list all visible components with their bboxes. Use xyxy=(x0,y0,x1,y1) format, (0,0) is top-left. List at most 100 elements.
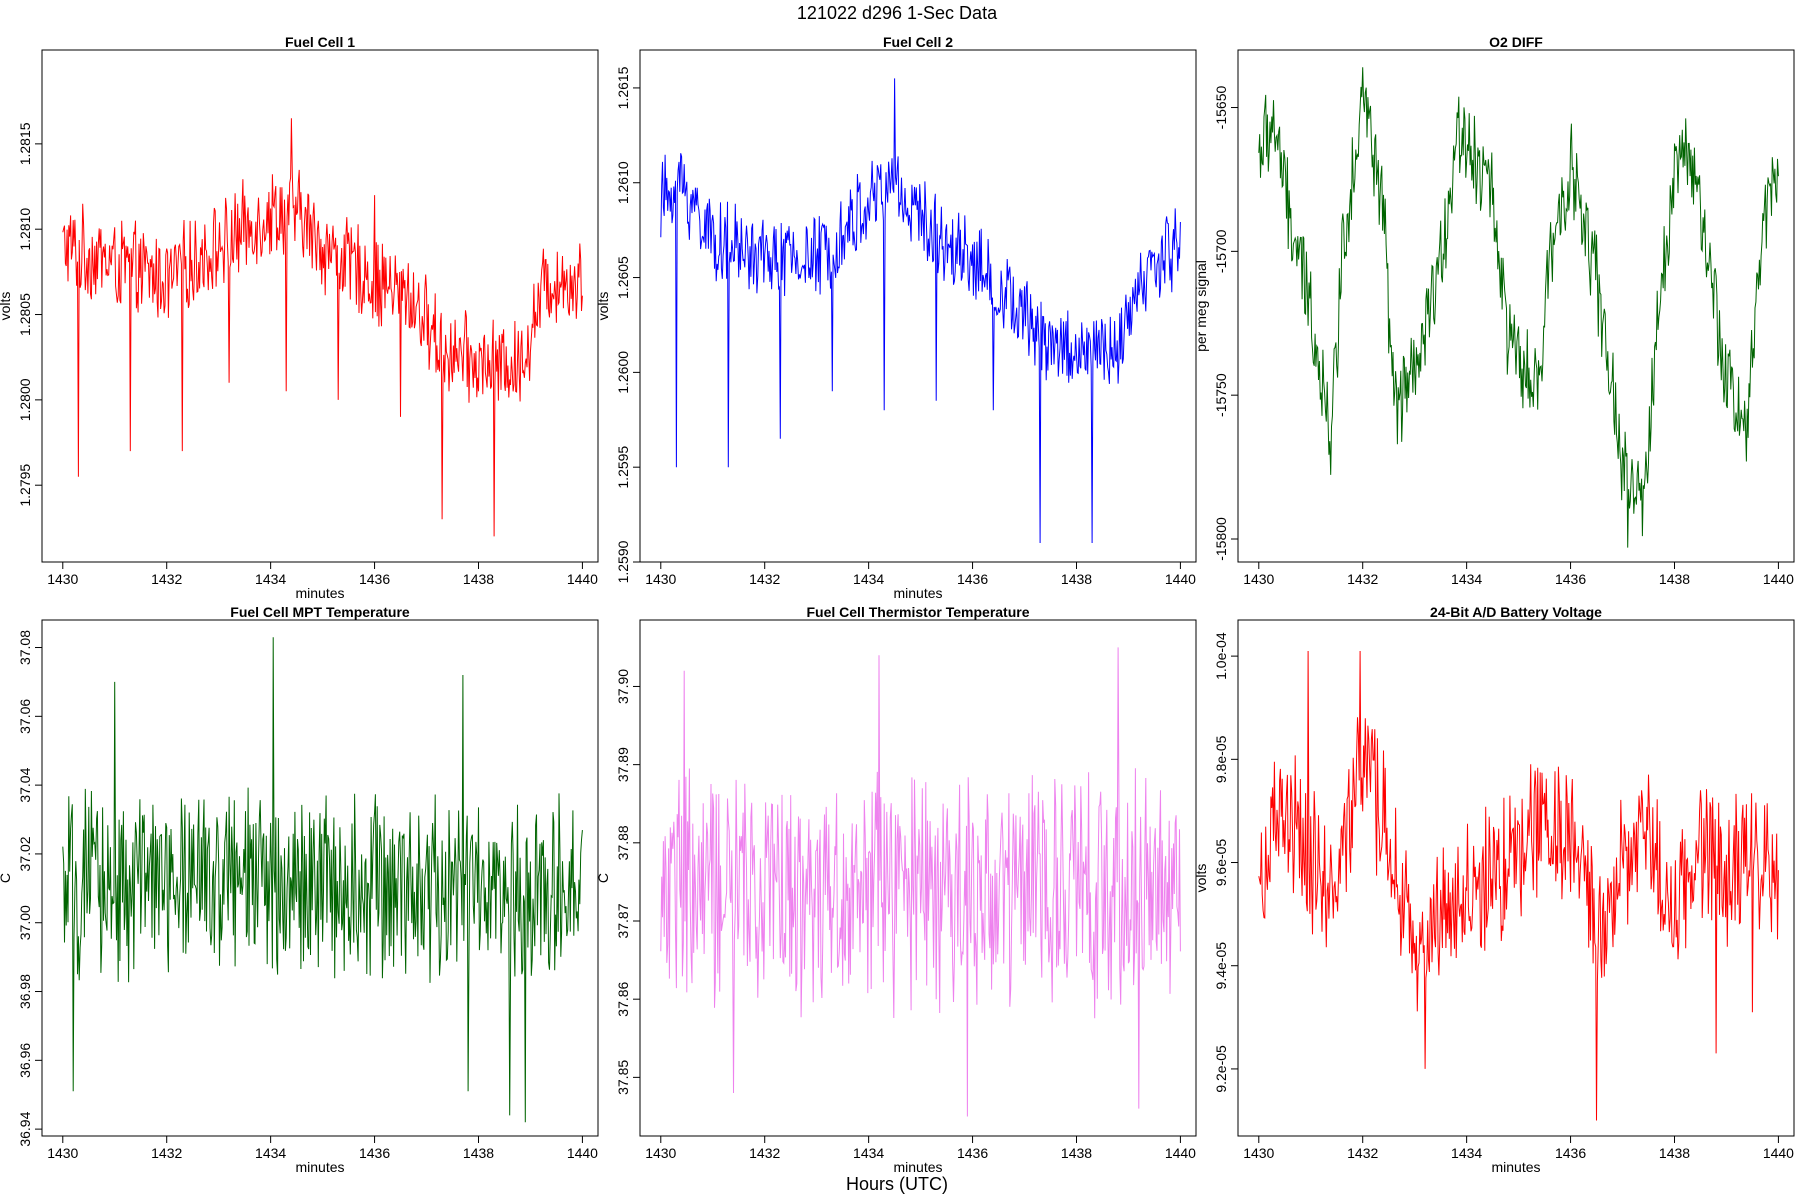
y-tick-label: 1.2805 xyxy=(17,293,33,336)
x-tick-label: 1432 xyxy=(1347,571,1378,587)
panel-2: Fuel Cell 2 1430 1432 1434 1436 1438 1440 minut… xyxy=(595,34,1197,601)
panel-title: O2 DIFF xyxy=(1489,34,1543,50)
panel-3: O2 DIFF 1430 1432 1434 1436 1438 1440 -15800 -15… xyxy=(1193,34,1795,587)
x-tick-label: 1438 xyxy=(463,1145,494,1161)
series-line xyxy=(660,647,1181,1117)
x-tick-label: 1430 xyxy=(1243,1145,1274,1161)
series-line xyxy=(660,78,1181,544)
y-tick-label: 37.08 xyxy=(17,630,33,665)
x-tick-label: 1436 xyxy=(359,571,390,587)
x-tick-label: 1434 xyxy=(853,1145,884,1161)
y-tick-label: 9.8e-05 xyxy=(1213,735,1229,783)
y-tick-label: 37.02 xyxy=(17,836,33,871)
y-tick-label: 37.04 xyxy=(17,767,33,802)
panel-title: 24-Bit A/D Battery Voltage xyxy=(1430,604,1602,620)
y-tick-label: -15650 xyxy=(1213,86,1229,130)
y-axis-label: C xyxy=(0,873,13,883)
x-tick-label: 1440 xyxy=(1763,1145,1794,1161)
x-tick-label: 1432 xyxy=(151,571,182,587)
y-tick-label: 37.00 xyxy=(17,905,33,940)
x-tick-label: 1436 xyxy=(359,1145,390,1161)
y-tick-label: 1.2795 xyxy=(17,464,33,507)
x-tick-label: 1440 xyxy=(1165,1145,1196,1161)
y-tick-label: -15750 xyxy=(1213,373,1229,417)
y-tick-label: 9.6e-05 xyxy=(1213,839,1229,887)
x-tick-label: 1440 xyxy=(567,571,598,587)
x-axis-label: minutes xyxy=(295,1159,344,1175)
y-tick-label: 36.98 xyxy=(17,974,33,1009)
x-axis-label: minutes xyxy=(893,1159,942,1175)
x-tick-label: 1430 xyxy=(47,571,78,587)
y-tick-label: 37.90 xyxy=(615,669,631,704)
x-tick-label: 1430 xyxy=(47,1145,78,1161)
panel-4: Fuel Cell MPT Temperature 1430 1432 1434 143… xyxy=(0,604,599,1175)
y-tick-label: 37.88 xyxy=(615,825,631,860)
y-tick-label: 1.2815 xyxy=(17,122,33,165)
figure-x-label: Hours (UTC) xyxy=(846,1174,948,1194)
series-line xyxy=(62,637,583,1123)
y-tick-label: 37.06 xyxy=(17,699,33,734)
x-axis-label: minutes xyxy=(1491,1159,1540,1175)
y-tick-label: 9.4e-05 xyxy=(1213,942,1229,990)
panels: Fuel Cell 1 1430 1432 1434 1436 1438 1440 minut… xyxy=(0,34,1795,1175)
x-tick-label: 1430 xyxy=(645,1145,676,1161)
y-tick-label: 36.96 xyxy=(17,1043,33,1078)
x-tick-label: 1438 xyxy=(1061,571,1092,587)
x-tick-label: 1440 xyxy=(567,1145,598,1161)
x-axis-label: minutes xyxy=(893,585,942,601)
x-tick-label: 1436 xyxy=(1555,571,1586,587)
y-tick-label: 1.2605 xyxy=(615,256,631,299)
series-line xyxy=(62,118,583,537)
y-tick-label: 37.89 xyxy=(615,747,631,782)
x-tick-label: 1434 xyxy=(1451,571,1482,587)
panel-title: Fuel Cell 1 xyxy=(285,34,355,50)
x-tick-label: 1434 xyxy=(255,571,286,587)
x-tick-label: 1430 xyxy=(1243,571,1274,587)
series-line xyxy=(1258,650,1779,1121)
y-tick-label: 1.2590 xyxy=(615,540,631,583)
y-tick-label: 1.2615 xyxy=(615,66,631,109)
panel-5: Fuel Cell Thermistor Temperature 1430 1432… xyxy=(595,604,1197,1175)
x-tick-label: 1440 xyxy=(1763,571,1794,587)
x-tick-label: 1438 xyxy=(463,571,494,587)
y-tick-label: 36.94 xyxy=(17,1111,33,1146)
x-tick-label: 1430 xyxy=(645,571,676,587)
panel-title: Fuel Cell 2 xyxy=(883,34,953,50)
x-axis-label: minutes xyxy=(295,585,344,601)
x-tick-label: 1434 xyxy=(1451,1145,1482,1161)
y-tick-label: 1.2800 xyxy=(17,378,33,421)
y-axis-label: volts xyxy=(1193,864,1209,893)
y-axis-label: volts xyxy=(0,292,13,321)
series-line xyxy=(1258,67,1779,548)
panel-title: Fuel Cell MPT Temperature xyxy=(230,604,410,620)
y-tick-label: 1.2600 xyxy=(615,351,631,394)
x-tick-label: 1436 xyxy=(957,571,988,587)
y-axis-label: volts xyxy=(595,292,611,321)
x-tick-label: 1432 xyxy=(1347,1145,1378,1161)
x-tick-label: 1438 xyxy=(1659,1145,1690,1161)
y-tick-label: 37.86 xyxy=(615,981,631,1016)
y-tick-label: 1.2610 xyxy=(615,161,631,204)
panel-title: Fuel Cell Thermistor Temperature xyxy=(806,604,1029,620)
y-tick-label: 37.85 xyxy=(615,1060,631,1095)
x-tick-label: 1438 xyxy=(1659,571,1690,587)
x-tick-label: 1436 xyxy=(957,1145,988,1161)
y-tick-label: 37.87 xyxy=(615,903,631,938)
y-tick-label: 1.2810 xyxy=(17,208,33,251)
panel-1: Fuel Cell 1 1430 1432 1434 1436 1438 1440 minut… xyxy=(0,34,599,601)
x-tick-label: 1432 xyxy=(151,1145,182,1161)
x-tick-label: 1434 xyxy=(853,571,884,587)
y-axis-label: C xyxy=(595,873,611,883)
y-tick-label: 1.2595 xyxy=(615,446,631,489)
x-tick-label: 1432 xyxy=(749,1145,780,1161)
x-tick-label: 1434 xyxy=(255,1145,286,1161)
y-tick-label: 9.2e-05 xyxy=(1213,1045,1229,1093)
y-tick-label: -15700 xyxy=(1213,229,1229,273)
panel-6: 24-Bit A/D Battery Voltage 1430 1432 1434 14… xyxy=(1193,604,1795,1175)
x-tick-label: 1438 xyxy=(1061,1145,1092,1161)
y-tick-label: 1.0e-04 xyxy=(1213,632,1229,680)
figure-title: 121022 d296 1-Sec Data xyxy=(797,3,998,23)
y-tick-label: -15800 xyxy=(1213,517,1229,561)
x-tick-label: 1440 xyxy=(1165,571,1196,587)
